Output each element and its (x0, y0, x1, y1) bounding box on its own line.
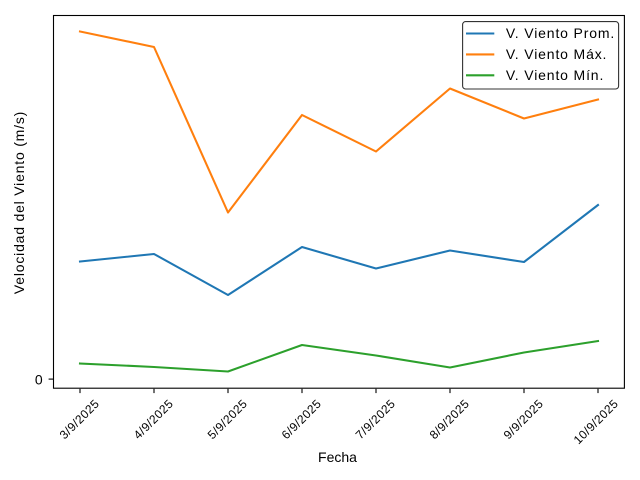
svg-text:V. Viento Máx.: V. Viento Máx. (506, 46, 607, 62)
svg-text:V. Viento Mín.: V. Viento Mín. (506, 67, 604, 83)
svg-text:Velocidad del Viento (m/s): Velocidad del Viento (m/s) (11, 111, 27, 294)
svg-text:V. Viento Prom.: V. Viento Prom. (506, 25, 615, 41)
svg-text:Fecha: Fecha (318, 449, 357, 465)
svg-text:0: 0 (35, 372, 43, 388)
